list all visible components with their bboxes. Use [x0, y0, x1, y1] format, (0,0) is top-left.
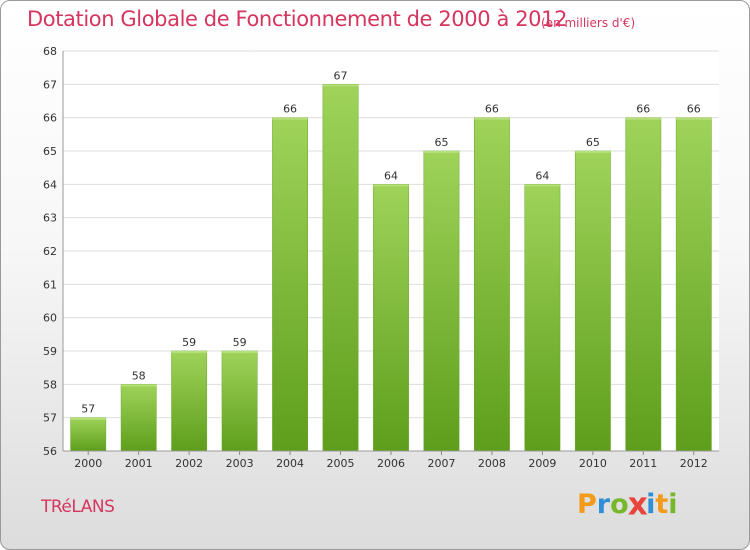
bar-2000 [70, 417, 107, 452]
x-tick-label: 2007 [427, 457, 455, 470]
bar-2003 [221, 350, 258, 452]
y-tick-label: 63 [43, 212, 57, 225]
bar-2004 [272, 117, 308, 452]
y-tick-label: 59 [43, 345, 57, 358]
y-tick-label: 61 [43, 278, 57, 291]
x-tick-label: 2012 [680, 457, 708, 470]
bar-highlight [524, 184, 561, 187]
x-tick-label: 2003 [226, 457, 254, 470]
bar-highlight [221, 351, 258, 353]
bar-highlight [373, 184, 409, 187]
x-tick-label: 2006 [377, 457, 405, 470]
x-tick-label: 2001 [125, 457, 153, 470]
y-tick-label: 57 [43, 412, 57, 425]
bar-2006 [373, 184, 409, 452]
bar-2011 [625, 117, 662, 452]
bar-highlight [625, 117, 661, 120]
x-tick-label: 2011 [629, 457, 657, 470]
bar-value-label: 66 [485, 103, 499, 116]
bar-2009 [524, 184, 561, 452]
y-tick-label: 65 [43, 145, 57, 158]
y-tick-label: 68 [43, 45, 57, 58]
bar-2007 [423, 150, 460, 452]
x-tick-label: 2008 [478, 457, 506, 470]
bar-2010 [574, 150, 611, 452]
bar-2005 [322, 84, 359, 452]
bar-highlight [474, 117, 510, 120]
logo-letter: x [627, 486, 648, 523]
x-tick-label: 2002 [175, 457, 203, 470]
bar-value-label: 65 [434, 136, 448, 149]
bar-value-label: 66 [687, 103, 701, 116]
bar-highlight [423, 151, 460, 153]
bar-2012 [675, 117, 712, 452]
x-tick-label: 2004 [276, 457, 304, 470]
bar-value-label: 66 [283, 103, 297, 116]
bar-2002 [171, 350, 208, 452]
logo-letter: P [577, 489, 597, 520]
y-tick-label: 56 [43, 445, 57, 458]
x-tick-label: 2010 [579, 457, 607, 470]
bar-value-label: 67 [334, 69, 348, 82]
bar-value-label: 59 [182, 336, 196, 349]
bar-highlight [676, 117, 712, 120]
chart-title: Dotation Globale de Fonctionnement de 20… [27, 7, 568, 31]
bar-highlight [171, 351, 207, 353]
x-tick-label: 2000 [74, 457, 102, 470]
logo-letter: r [596, 489, 611, 520]
logo-letter: t [655, 489, 669, 520]
y-tick-label: 58 [43, 378, 57, 391]
y-tick-label: 62 [43, 245, 57, 258]
proxiti-logo: Proxiti [577, 486, 678, 523]
bar-2008 [474, 117, 510, 452]
commune-name: TRéLANS [41, 497, 115, 517]
logo-letter: i [646, 489, 656, 520]
y-tick-label: 64 [43, 178, 57, 191]
axis-layer: 56 57 58 59 60 61 62 63 64 65 66 67 68 57 2000 58 2001 59… [43, 45, 719, 470]
y-tick-label: 67 [43, 78, 57, 91]
bar-value-label: 64 [535, 169, 549, 182]
logo-letter: i [668, 489, 678, 520]
logo-letter: o [610, 489, 629, 520]
bar-value-label: 59 [233, 336, 247, 349]
x-tick-label: 2009 [528, 457, 556, 470]
bar-highlight [575, 151, 611, 153]
bar-value-label: 65 [586, 136, 600, 149]
y-tick-label: 66 [43, 112, 57, 125]
bar-layer [70, 84, 712, 452]
bar-highlight [70, 417, 106, 420]
x-tick-label: 2005 [327, 457, 355, 470]
bar-value-label: 64 [384, 169, 398, 182]
y-tick-label: 60 [43, 312, 57, 325]
bar-highlight [272, 117, 308, 120]
chart-subtitle: (en milliers d'€) [541, 16, 636, 30]
bar-value-label: 66 [636, 103, 650, 116]
bar-value-label: 57 [81, 403, 95, 416]
bar-highlight [322, 84, 359, 87]
bar-value-label: 58 [132, 369, 146, 382]
bar-2001 [120, 384, 157, 452]
bar-highlight [121, 384, 157, 387]
